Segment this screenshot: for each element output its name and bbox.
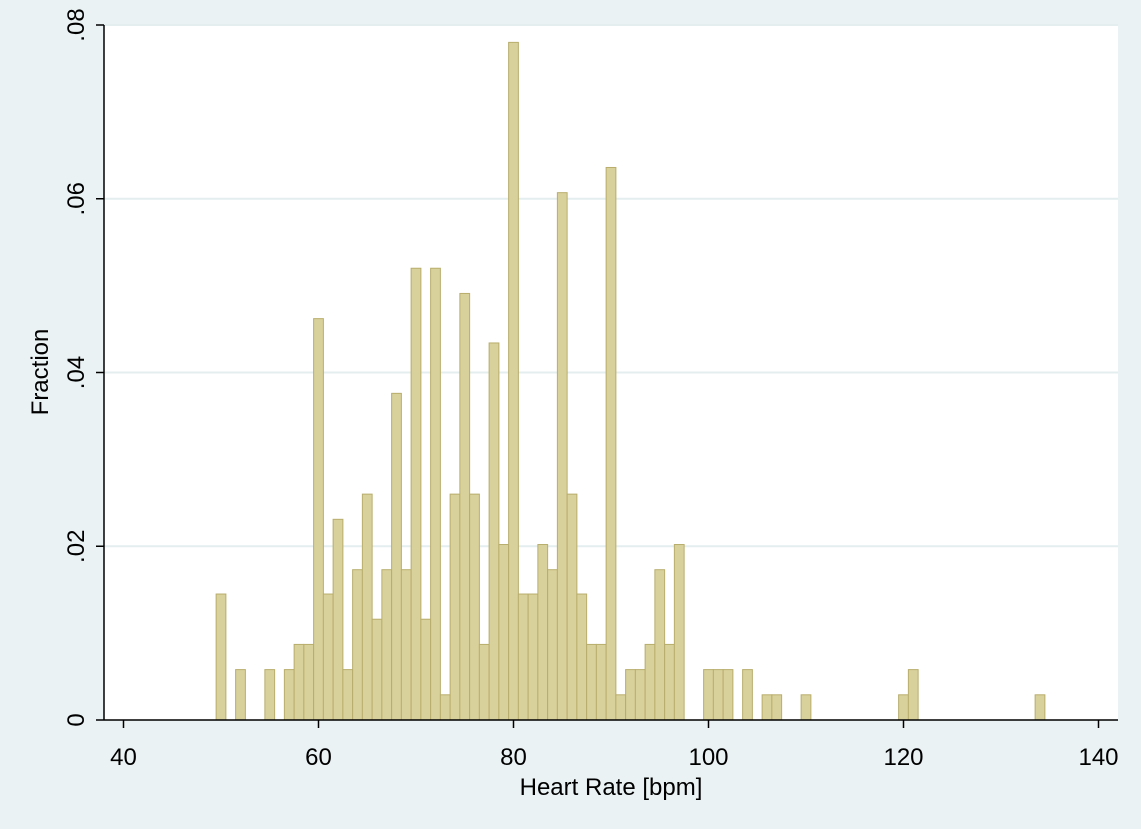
bar	[537, 544, 549, 721]
bar	[712, 669, 724, 721]
x-axis-title: Heart Rate [bpm]	[520, 774, 703, 801]
y-tick-label: 0	[63, 713, 90, 726]
bar	[722, 669, 734, 721]
bar	[342, 669, 354, 721]
bar	[371, 618, 383, 721]
bar	[215, 593, 227, 721]
bar	[615, 694, 627, 721]
bar	[283, 669, 295, 721]
x-tick-label: 100	[688, 744, 728, 771]
x-tick-label: 120	[883, 744, 923, 771]
y-tick-label: .06	[63, 182, 90, 215]
bar	[420, 618, 432, 721]
bar	[547, 569, 558, 721]
bar	[654, 569, 666, 721]
bar	[907, 669, 919, 721]
bar	[488, 342, 500, 721]
x-tick-label: 40	[110, 744, 137, 771]
bar	[235, 669, 246, 721]
bar	[400, 569, 412, 721]
bar	[673, 544, 685, 721]
bar	[800, 694, 812, 721]
y-tick-label: .08	[63, 8, 90, 41]
bar	[352, 569, 363, 721]
x-tick-label: 60	[305, 744, 332, 771]
bar	[332, 518, 344, 721]
bar	[264, 669, 276, 721]
bar	[644, 643, 656, 721]
bar	[566, 493, 578, 721]
bar	[478, 643, 490, 721]
y-tick-label: .02	[63, 530, 90, 563]
bar	[761, 694, 773, 721]
bar	[449, 493, 461, 721]
bar	[898, 694, 909, 721]
bar	[595, 643, 607, 721]
bar	[664, 643, 675, 721]
bar	[430, 267, 441, 721]
bar	[576, 593, 588, 721]
y-axis-title: Fraction	[27, 329, 54, 416]
bar	[771, 694, 783, 721]
bar	[303, 643, 315, 721]
bar	[391, 392, 402, 721]
bar	[556, 192, 568, 721]
bar	[527, 593, 539, 721]
bar	[508, 41, 519, 721]
bar	[498, 544, 510, 721]
bar	[703, 669, 714, 721]
bar	[361, 493, 373, 721]
bar	[293, 643, 305, 721]
bar	[410, 267, 422, 721]
y-tick-label: .04	[63, 356, 90, 389]
bar	[625, 669, 636, 721]
bar	[634, 669, 646, 721]
x-tick-label: 140	[1078, 744, 1118, 771]
bar	[381, 569, 393, 721]
bar	[459, 292, 471, 721]
bar	[322, 593, 334, 721]
bar	[469, 493, 480, 721]
bar	[313, 318, 324, 721]
bar	[742, 669, 753, 721]
bar	[439, 694, 451, 721]
bar	[1034, 694, 1046, 721]
bar	[517, 593, 529, 721]
bar	[605, 166, 617, 721]
bar	[586, 643, 597, 721]
x-tick-label: 80	[500, 744, 527, 771]
